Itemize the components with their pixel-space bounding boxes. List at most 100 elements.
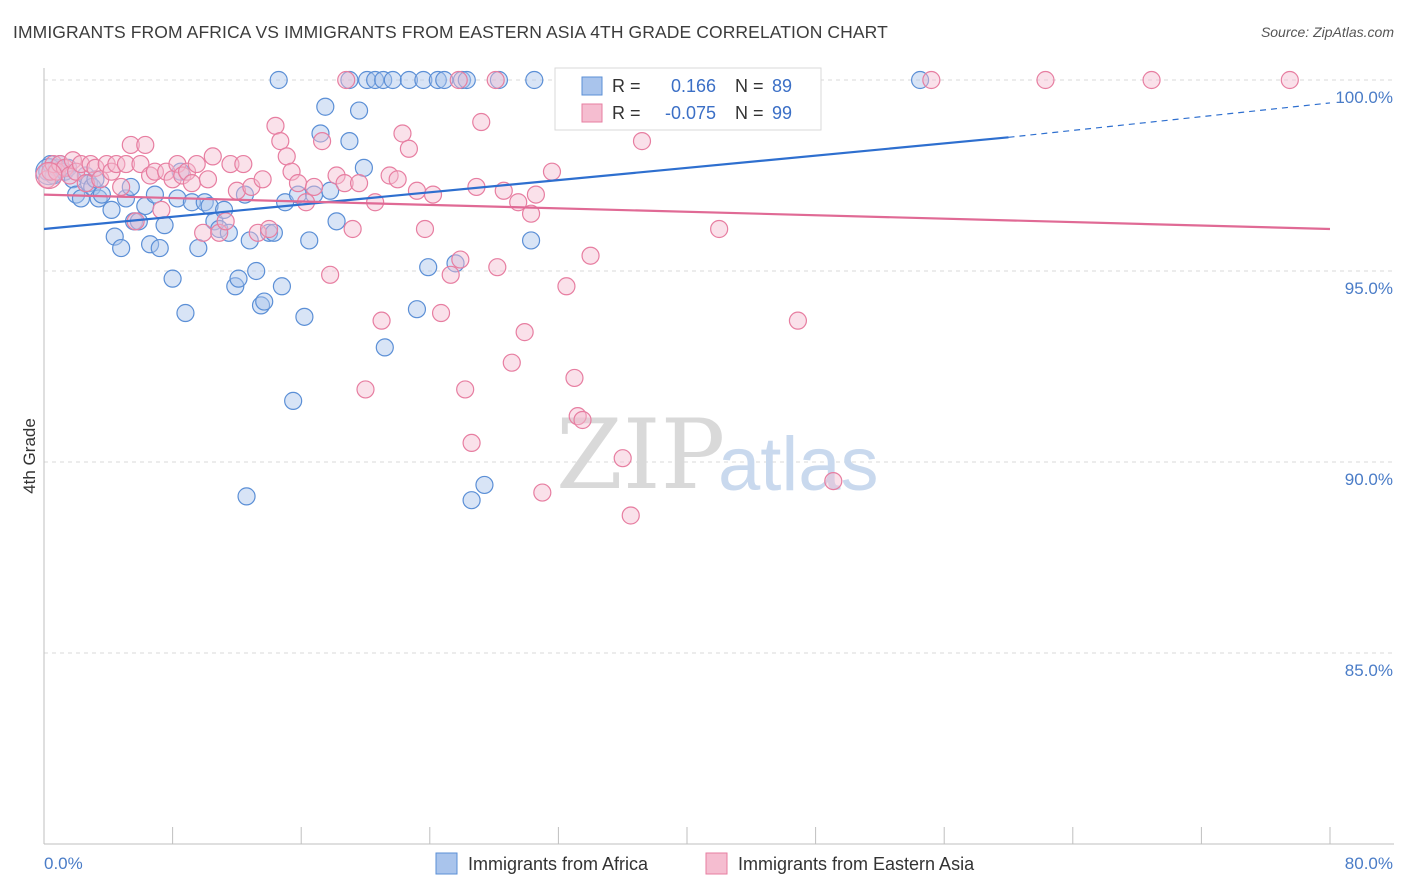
y-tick-label: 95.0% (1345, 279, 1393, 298)
easia-point (116, 154, 136, 174)
africa-point (237, 487, 256, 506)
africa-point (435, 70, 454, 90)
stats-africa-n-value: 89 (772, 76, 792, 96)
africa-point (272, 277, 292, 296)
africa-point (247, 261, 266, 281)
africa-point (311, 124, 330, 143)
easia-point (182, 174, 201, 193)
series-africa-points (35, 70, 930, 510)
africa-point (399, 70, 419, 90)
chart-source: Source: ZipAtlas.com (1260, 24, 1394, 40)
africa-point (255, 292, 274, 311)
easia-point (407, 181, 427, 200)
watermark-zip: ZIP (556, 399, 725, 511)
legend-swatch-easia (705, 852, 728, 875)
stats-box: R = 0.166 N = 89 R = -0.075 N = 99 (554, 67, 822, 131)
africa-point (300, 231, 319, 250)
easia-point (335, 174, 354, 193)
africa-point (521, 231, 541, 250)
trend-lines (43, 102, 1331, 231)
easia-point (488, 258, 507, 277)
easia-point (198, 170, 218, 189)
africa-point (189, 238, 208, 258)
easia-point (210, 223, 229, 242)
easia-point (221, 154, 240, 174)
stats-easia-r-value: -0.075 (665, 103, 716, 123)
y-axis-label: 4th Grade (20, 418, 39, 494)
africa-point (428, 70, 447, 90)
easia-point (35, 161, 63, 190)
easia-point (136, 135, 155, 155)
africa-point (155, 216, 174, 235)
easia-point (312, 132, 332, 151)
easia-point (632, 132, 652, 151)
easia-point (502, 353, 521, 372)
easia-point (187, 154, 206, 174)
easia-point (542, 162, 562, 181)
easia-point (472, 112, 491, 132)
africa-point (340, 132, 359, 151)
easia-point (462, 433, 481, 452)
easia-point (1142, 70, 1161, 90)
easia-point (456, 380, 475, 399)
x-tick-label-min: 0.0% (44, 854, 83, 873)
easia-point (1280, 70, 1299, 90)
easia-point (356, 380, 375, 399)
easia-point (253, 170, 272, 189)
easia-point (788, 311, 808, 330)
easia-point (423, 185, 443, 204)
africa-point (295, 307, 314, 326)
easia-point (393, 124, 412, 143)
africa-point (112, 238, 131, 258)
easia-point (277, 147, 296, 166)
easia-point (824, 472, 843, 491)
easia-point (441, 265, 460, 284)
africa-point (214, 200, 234, 219)
africa-point (102, 200, 121, 219)
trend-line-africa-extension (1008, 102, 1331, 138)
easia-point (557, 277, 576, 296)
easia-point (304, 177, 324, 197)
easia-point (177, 162, 197, 181)
easia-point (107, 154, 126, 174)
easia-point (282, 162, 301, 181)
easia-point (216, 212, 235, 231)
easia-point (321, 265, 340, 284)
africa-point (414, 70, 433, 90)
africa-point (462, 491, 481, 510)
africa-point (349, 101, 369, 120)
easia-point (451, 250, 470, 269)
africa-point (229, 269, 248, 288)
easia-point (152, 200, 171, 219)
easia-point (613, 449, 632, 468)
watermark: ZIP atlas (556, 399, 879, 511)
stats-swatch-africa (581, 76, 603, 96)
easia-point (581, 246, 600, 265)
africa-point (525, 70, 544, 90)
africa-point (419, 258, 438, 277)
easia-point (112, 177, 131, 197)
trend-line-africa (43, 136, 1009, 231)
easia-point (573, 410, 592, 430)
easia-point (521, 204, 541, 223)
africa-point (140, 235, 160, 254)
easia-point (388, 170, 407, 189)
easia-point (533, 483, 552, 502)
easia-point (922, 70, 941, 90)
stats-africa-r-value: 0.166 (671, 76, 716, 96)
easia-point (194, 223, 213, 242)
y-tick-label: 90.0% (1345, 470, 1393, 489)
easia-point (565, 368, 584, 388)
series-easia-points (35, 70, 1299, 525)
africa-point (375, 338, 394, 357)
easia-point (71, 154, 91, 174)
easia-point (399, 139, 419, 158)
africa-point (407, 300, 427, 319)
africa-point (105, 227, 124, 246)
easia-point (515, 323, 534, 342)
africa-point (145, 185, 165, 204)
africa-point (176, 303, 195, 323)
easia-point (288, 174, 308, 193)
legend: Immigrants from Africa Immigrants from E… (435, 852, 975, 875)
